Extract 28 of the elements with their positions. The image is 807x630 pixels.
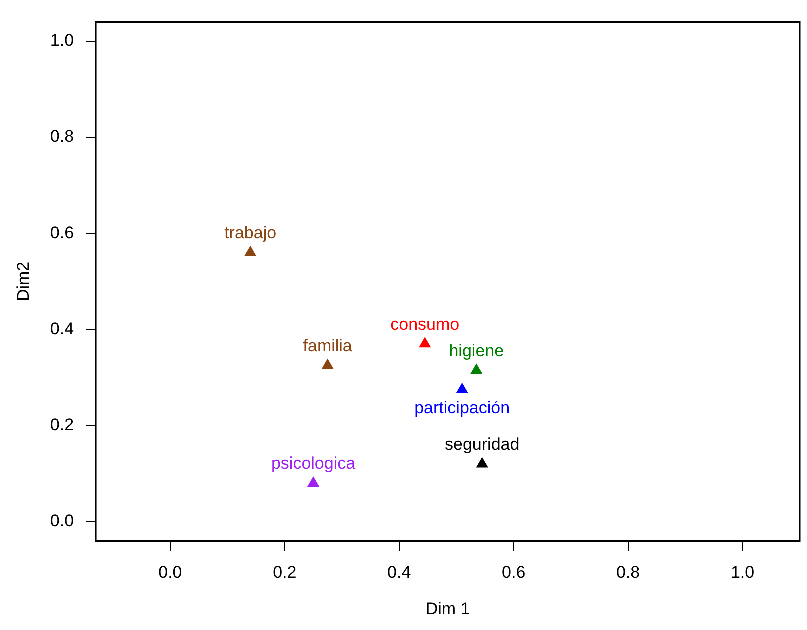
y-tick-label: 0.2 <box>50 416 74 435</box>
y-tick-label: 0.8 <box>50 127 74 146</box>
x-axis-title: Dim 1 <box>426 599 470 618</box>
y-tick-label: 0.0 <box>50 512 74 531</box>
x-tick-label: 0.8 <box>616 563 640 582</box>
point <box>322 359 334 370</box>
series-label: seguridad <box>445 435 520 454</box>
x-tick-label: 0.6 <box>502 563 526 582</box>
y-tick-label: 0.6 <box>50 223 74 242</box>
x-tick-label: 0.4 <box>388 563 412 582</box>
y-tick-label: 1.0 <box>50 31 74 50</box>
x-tick-label: 0.0 <box>158 563 182 582</box>
point <box>476 458 488 468</box>
series-label: trabajo <box>224 224 277 243</box>
series-label: psicologica <box>271 454 356 474</box>
series-label: participación <box>414 398 510 418</box>
y-axis-title: Dim2 <box>14 262 33 302</box>
point <box>308 477 320 488</box>
point <box>470 364 482 374</box>
x-tick-label: 0.2 <box>273 563 297 582</box>
series-label: higiene <box>449 341 504 360</box>
point <box>456 383 468 394</box>
point <box>419 338 431 348</box>
series-label: consumo <box>390 314 460 334</box>
series-label: familia <box>303 336 353 356</box>
x-tick-label: 1.0 <box>730 563 755 582</box>
point <box>244 246 256 256</box>
y-tick-label: 0.4 <box>50 319 74 338</box>
